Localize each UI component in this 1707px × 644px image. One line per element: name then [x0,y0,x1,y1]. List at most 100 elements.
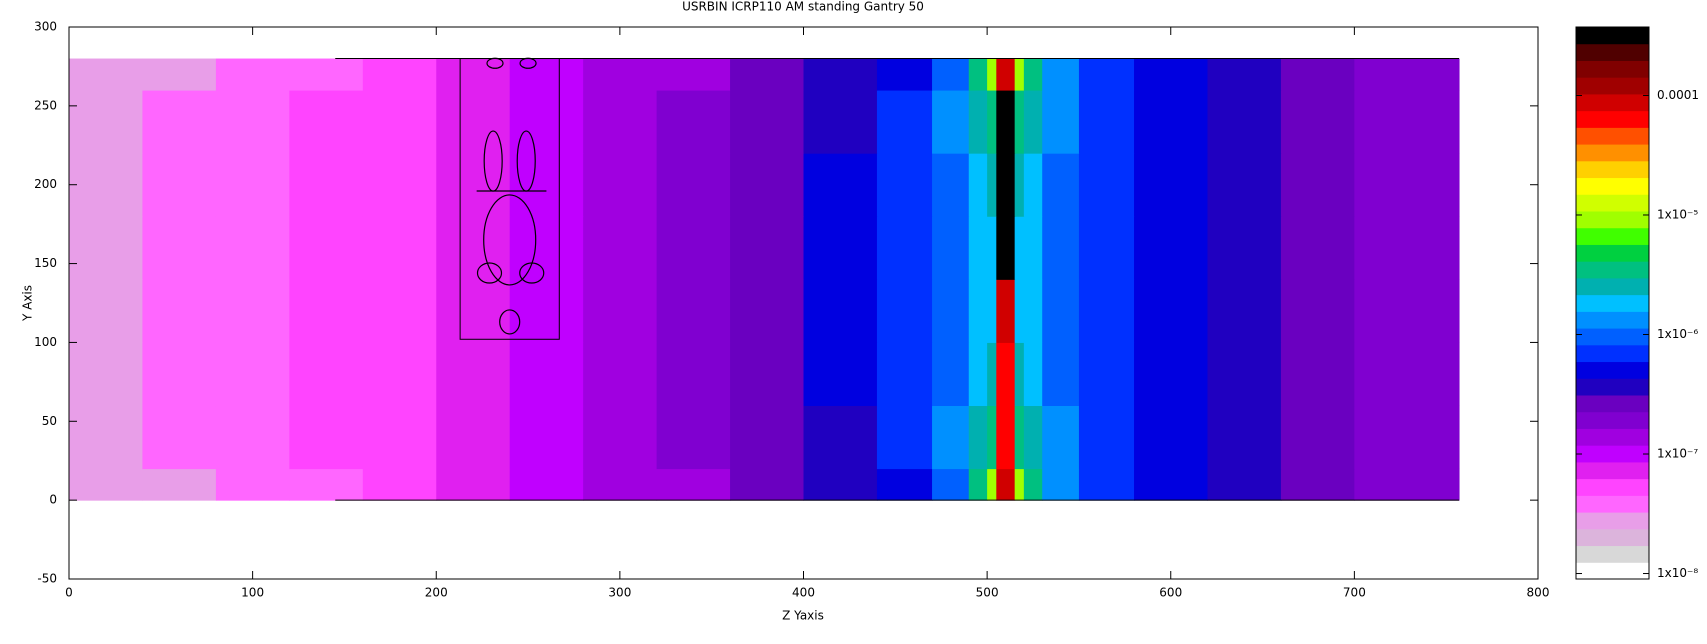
heatmap-cell [362,342,437,407]
heatmap-cell [996,58,1016,91]
heatmap-cell [1078,58,1135,91]
heatmap-cell [289,342,364,407]
heatmap-cell [730,153,804,217]
heatmap-cell [1280,279,1355,343]
heatmap-cell [142,153,217,217]
colorbar-band [1576,528,1649,547]
colorbar-band [1576,562,1649,580]
heatmap-cell [656,90,731,154]
heatmap-cell [876,342,933,407]
colorbar-tick-label: 1x10⁻⁸ [1657,566,1698,580]
heatmap-cell [803,342,878,407]
y-tick-label: 0 [49,493,57,507]
heatmap-cell [1078,216,1135,280]
heatmap-cell [803,216,878,280]
heatmap-cell [1014,405,1025,470]
colorbar-band [1576,177,1649,195]
heatmap-cell [69,216,143,280]
heatmap-cell [656,279,731,343]
x-tick-label: 300 [608,586,631,600]
heatmap-cell [1207,405,1282,470]
heatmap-cell [1280,90,1355,154]
heatmap-cell [1042,405,1080,470]
heatmap-cell [1354,216,1460,280]
heatmap-cell [932,342,970,407]
heatmap-cell [996,405,1016,470]
colorbar-band [1576,60,1649,78]
colorbar-band [1576,311,1649,329]
heatmap-cell [1207,468,1282,501]
heatmap-cell [996,153,1016,217]
colorbar-band [1576,428,1649,446]
heatmap-cell [215,468,290,501]
heatmap-cell [1280,216,1355,280]
heatmap-cell [876,153,933,217]
heatmap-cell [803,468,878,501]
y-axis-label: Y Axis [21,285,35,322]
heatmap-cell [730,342,804,407]
colorbar-band [1576,127,1649,145]
heatmap-cell [509,468,584,501]
colorbar-band [1576,43,1649,61]
heatmap-cell [142,90,217,154]
heatmap-cell [436,90,511,154]
heatmap-cell [1014,90,1025,154]
heatmap-cell [730,216,804,280]
heatmap-cell [583,468,658,501]
colorbar-tick-label: 0.0001 [1657,88,1699,102]
phantom-box [459,58,560,340]
heatmap-cell [656,405,731,470]
heatmap-cell [1134,342,1208,407]
heatmap-cell [583,405,658,470]
heatmap-cell [1014,468,1025,501]
heatmap-cell [1042,279,1080,343]
heatmap-cell [996,342,1016,407]
colorbar-band [1576,261,1649,279]
heatmap-cell [1207,279,1282,343]
heatmap-cell [968,279,988,343]
heatmap-cell [1134,58,1208,91]
heatmap-cell [730,468,804,501]
heatmap-cell [1023,153,1043,217]
heatmap-cell [987,153,997,217]
heatmap-cell [730,90,804,154]
heatmap-cell [1023,58,1043,91]
axes: 0 100 200 300 400 500 600 700 800 -50 0 50 100 150 200… [34,20,1699,600]
heatmap-cell [436,342,511,407]
colorbar-band [1576,461,1649,480]
heatmap-cell [1014,342,1025,407]
heatmap-cell [1354,153,1460,217]
heatmap-cell [1134,405,1208,470]
colorbar-band [1576,227,1649,245]
heatmap-cell [932,58,970,91]
heatmap-cell [362,90,437,154]
colorbar-tick-label: 1x10⁻⁵ [1657,207,1698,221]
x-axis-label: Z Yaxis [782,609,824,623]
heatmap-cell [803,90,878,154]
heatmap-cell [69,58,143,91]
heatmap-cell [1078,468,1135,501]
heatmap-cell [656,468,731,501]
heatmap-cell [996,468,1016,501]
colorbar-band [1576,395,1649,413]
heatmap-cell [968,58,988,91]
colorbar-band [1576,344,1649,363]
phantom-outline [476,262,503,284]
colorbar-band [1576,144,1649,162]
colorbar-tick-label: 1x10⁻⁶ [1657,327,1698,341]
heatmap-cell [730,279,804,343]
heatmap-cell [69,279,143,343]
heatmap-cell [362,216,437,280]
heatmap-cell [509,216,584,280]
heatmap-cell [996,216,1016,280]
heatmap-cell [876,405,933,470]
heatmap-cell [436,153,511,217]
colorbar-band [1576,294,1649,312]
heatmap-cell [987,342,997,407]
heatmap-cell [142,342,217,407]
heatmap-cell [69,468,143,501]
heatmap-cell [876,90,933,154]
heatmap-cell [1280,58,1355,91]
heatmap-cell [1280,405,1355,470]
colorbar-band [1576,445,1649,463]
